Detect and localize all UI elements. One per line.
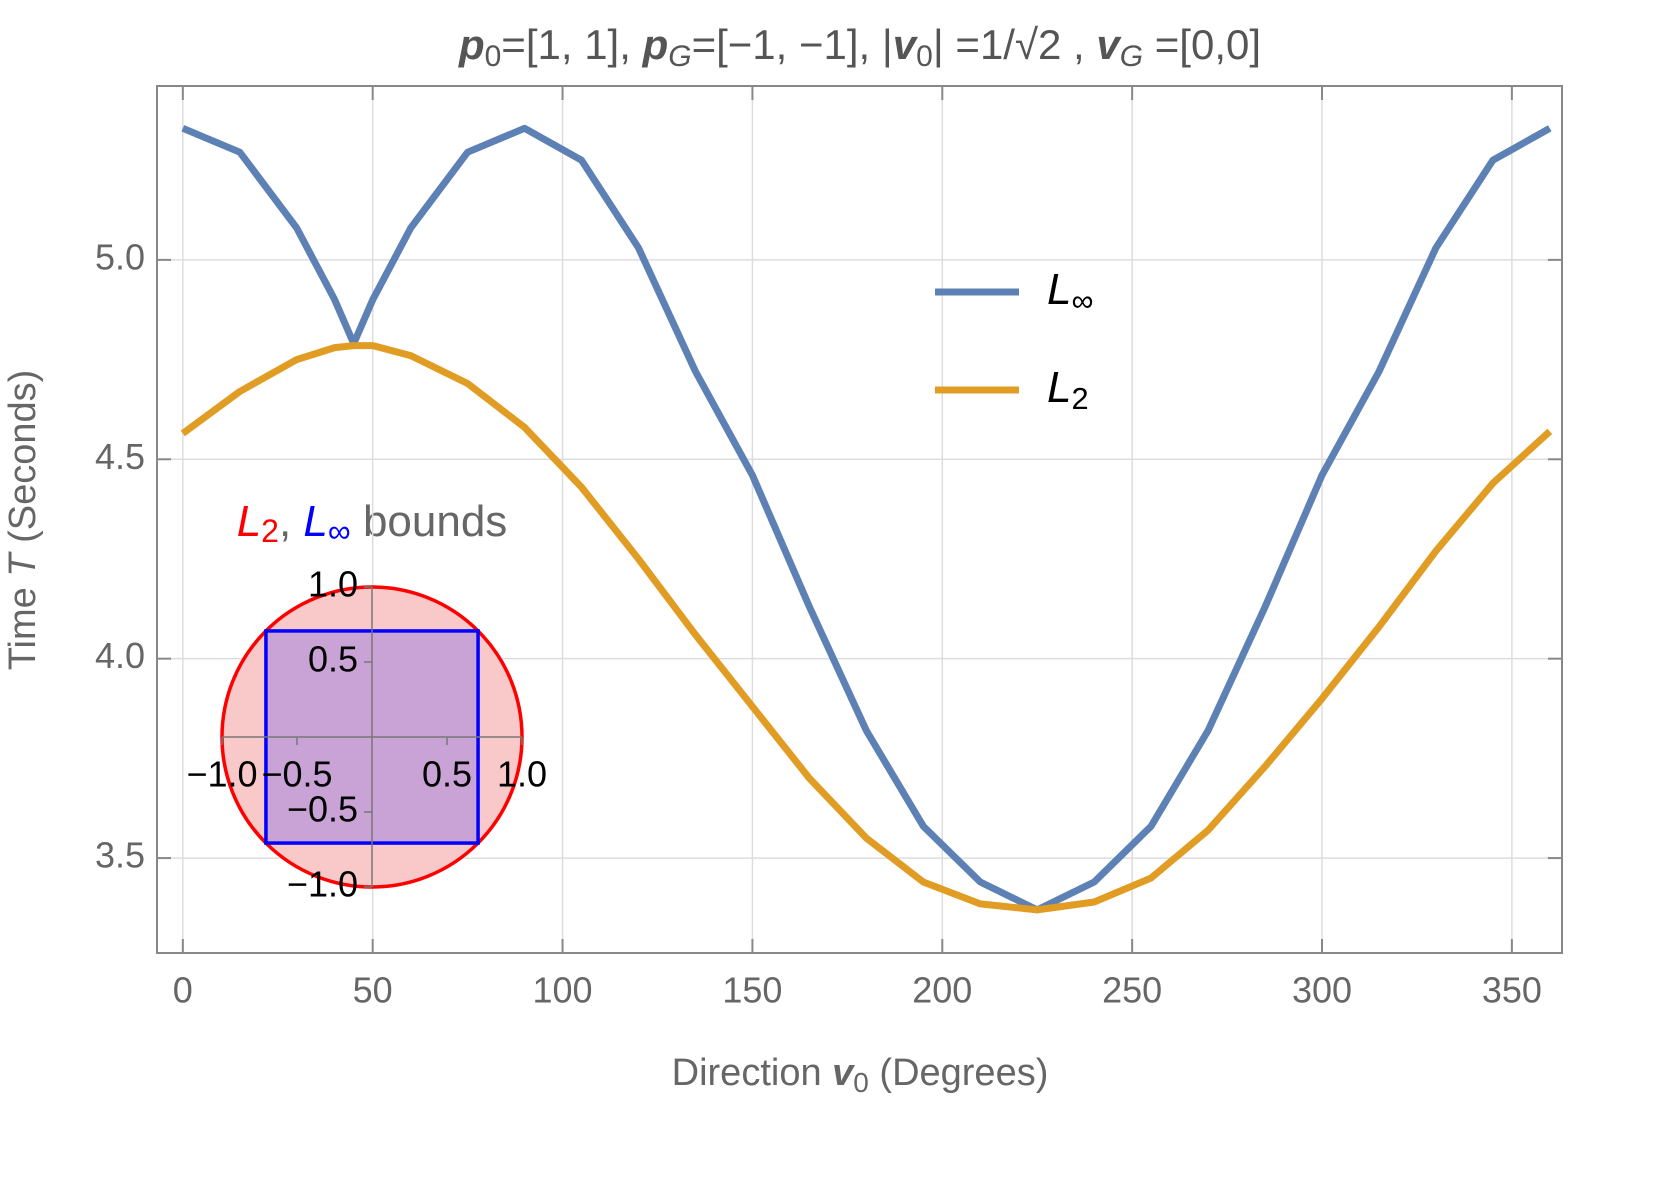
inset-title-part: L2 [237, 497, 279, 550]
inset-x-tick-label: 1.0 [497, 754, 547, 795]
y-axis-label: Time T (Seconds) [2, 370, 44, 671]
inset-y-tick-label: 1.0 [308, 564, 358, 605]
plot-frame [156, 85, 1563, 954]
legend-label: L∞ [1047, 265, 1093, 319]
y-tick-label: 4.5 [95, 436, 145, 477]
x-tick-label: 200 [912, 970, 972, 1011]
y-tick-label: 5.0 [95, 236, 145, 277]
label-part: Direction [672, 1052, 833, 1094]
title-part: G [668, 40, 691, 73]
inset-x-tick-label: −1.0 [186, 754, 257, 795]
inset-title-part: L∞ [303, 497, 350, 550]
inset-y-tick-label: 0.5 [308, 639, 358, 680]
title-part: =[1, 1], [501, 21, 642, 68]
plot-area [156, 85, 1563, 954]
x-tick-label: 300 [1292, 970, 1352, 1011]
x-axis-label: Direction v0 (Degrees) [672, 1052, 1049, 1098]
title-part: | =1/√2 , [933, 21, 1097, 68]
title-part: v [1096, 21, 1122, 68]
inset-title-part: , [279, 497, 303, 546]
title-part: 0 [485, 40, 502, 73]
x-tick-label: 350 [1482, 970, 1542, 1011]
chart-title: p0=[1, 1], pG=[−1, −1], |v0| =1/√2 , vG … [458, 21, 1261, 73]
title-part: =[0,0] [1143, 21, 1261, 68]
series-line [181, 124, 1552, 914]
inset-y-tick-label: −0.5 [287, 789, 358, 830]
label-part: 0 [853, 1067, 869, 1098]
inset-title: L2, L∞ bounds [237, 497, 508, 550]
y-tick-label: 4.0 [95, 635, 145, 676]
inset: −1.0 −0.5 0.5 1.0−1.0−0.50.51.0 [186, 564, 547, 905]
title-part: G [1120, 40, 1143, 73]
y-tick-label: 3.5 [95, 835, 145, 876]
x-tick-label: 50 [353, 970, 393, 1011]
x-tick-label: 250 [1102, 970, 1162, 1011]
x-tick-label: 150 [722, 970, 782, 1011]
title-part: 0 [916, 40, 933, 73]
inset-y-tick-label: −1.0 [287, 864, 358, 905]
label-part: (Degrees) [869, 1052, 1049, 1094]
label-part: (Seconds) [2, 370, 44, 554]
x-tick-label: 100 [533, 970, 593, 1011]
inset-x-tick-label: −0.5 [261, 754, 332, 795]
inset-title-part: bounds [351, 497, 508, 546]
title-part: p [642, 21, 669, 68]
title-part: v [893, 21, 919, 68]
series-line [180, 342, 1553, 914]
title-part: =[−1, −1], | [692, 21, 893, 68]
legend-label: L2 [1047, 363, 1089, 417]
x-tick-label: 0 [173, 970, 193, 1011]
label-part: T [2, 551, 44, 577]
title-part: p [458, 21, 485, 68]
label-part: Time [2, 577, 44, 671]
inset-x-tick-label: 0.5 [422, 754, 472, 795]
label-part: v [832, 1052, 855, 1094]
